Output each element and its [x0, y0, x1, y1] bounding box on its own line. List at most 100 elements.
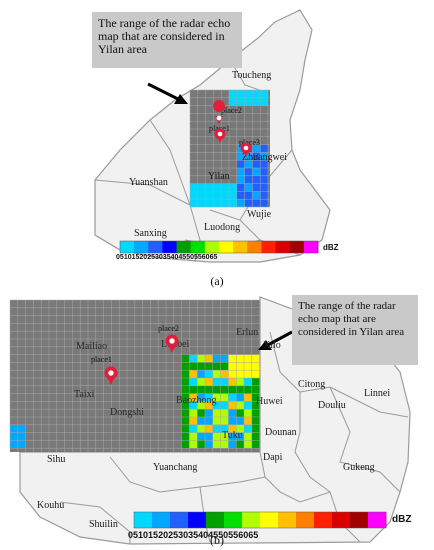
- echo-cell: [244, 401, 252, 410]
- echo-cell: [252, 199, 261, 207]
- echo-cell: [229, 183, 237, 192]
- echo-cell: [236, 385, 244, 394]
- place-label: Yilan: [208, 171, 230, 182]
- echo-cell: [197, 409, 205, 417]
- echo-cell: [197, 183, 206, 192]
- echo-cell: [181, 417, 190, 425]
- echo-cell: [205, 424, 213, 433]
- echo-cell: [181, 409, 190, 417]
- colorbar-unit: dBZ: [392, 514, 412, 525]
- echo-cell: [221, 183, 229, 192]
- echo-cell: [181, 393, 190, 402]
- echo-cell: [236, 417, 244, 425]
- echo-cell: [228, 417, 237, 425]
- echo-cell: [197, 417, 205, 425]
- panel-b: The range of the radar echo map that are…: [0, 292, 434, 550]
- echo-cell: [244, 440, 252, 449]
- colorbar-swatch: [275, 241, 291, 253]
- echo-cell: [189, 354, 198, 363]
- echo-cell: [205, 191, 214, 200]
- echo-cell: [213, 199, 222, 207]
- radar-grid-a: [189, 89, 270, 208]
- echo-cell: [228, 393, 237, 402]
- colorbar-swatch: [134, 241, 149, 253]
- echo-cell: [236, 362, 244, 371]
- echo-cell: [220, 393, 229, 402]
- echo-cell: [181, 370, 190, 378]
- echo-cell: [228, 401, 237, 410]
- echo-cell: [252, 90, 261, 98]
- colorbar-swatch: [368, 512, 387, 528]
- echo-cell: [17, 424, 26, 433]
- echo-cell: [212, 378, 221, 386]
- colorbar-swatches: [119, 240, 319, 254]
- echo-cell: [205, 409, 213, 417]
- echo-cell: [181, 432, 190, 441]
- echo-cell: [212, 401, 221, 410]
- echo-cell: [244, 97, 253, 106]
- echo-cell: [251, 409, 260, 417]
- echo-cell: [189, 362, 198, 371]
- echo-cell: [197, 378, 205, 386]
- echo-cell: [205, 183, 214, 192]
- echo-cell: [251, 354, 260, 363]
- echo-cell: [260, 152, 268, 161]
- echo-cell: [260, 191, 268, 200]
- echo-cell: [244, 378, 252, 386]
- echo-cell: [205, 199, 214, 207]
- place-label: Yuanchang: [153, 462, 198, 473]
- echo-cell: [236, 440, 244, 449]
- echo-cell: [17, 432, 26, 441]
- echo-cell: [205, 417, 213, 425]
- echo-cell: [229, 191, 237, 200]
- echo-cell: [190, 199, 198, 207]
- colorbar-swatch: [148, 241, 163, 253]
- place-label: Mailiao: [76, 341, 108, 352]
- place-label: Sanxing: [134, 228, 167, 239]
- echo-cell: [197, 362, 205, 371]
- echo-cell: [197, 191, 206, 200]
- echo-cell: [197, 440, 205, 449]
- marker-label: place2: [221, 106, 242, 115]
- map-a: [94, 9, 331, 263]
- echo-cell: [228, 354, 237, 363]
- echo-cell: [244, 191, 253, 200]
- place-label: Luodong: [204, 222, 241, 233]
- echo-cell: [236, 160, 245, 168]
- echo-cell: [197, 354, 205, 363]
- echo-cell: [189, 417, 198, 425]
- echo-cell: [252, 144, 261, 153]
- echo-cell: [252, 160, 261, 168]
- echo-cell: [205, 362, 213, 371]
- echo-cell: [236, 354, 244, 363]
- echo-cell: [205, 401, 213, 410]
- echo-cell: [251, 440, 260, 449]
- colorbar-swatch: [176, 241, 192, 253]
- colorbar-swatch: [152, 512, 171, 528]
- echo-cell: [244, 432, 252, 441]
- colorbar-swatch: [134, 512, 153, 528]
- echo-cell: [252, 168, 261, 176]
- colorbar-swatch: [278, 512, 297, 528]
- echo-cell: [251, 385, 260, 394]
- place-label: Xilo: [263, 340, 281, 351]
- place-label: Huwei: [256, 396, 283, 407]
- echo-cell: [10, 432, 18, 441]
- echo-cell: [260, 144, 268, 153]
- echo-cell: [220, 385, 229, 394]
- echo-cell: [197, 199, 206, 207]
- echo-cell: [189, 385, 198, 394]
- echo-cell: [244, 385, 252, 394]
- echo-cell: [10, 440, 18, 449]
- echo-cell: [228, 424, 237, 433]
- district-border: [329, 386, 401, 493]
- colorbar-swatch: [188, 512, 207, 528]
- echo-cell: [205, 385, 213, 394]
- echo-cell: [228, 378, 237, 386]
- colorbar-a: [119, 240, 319, 254]
- colorbar-swatch: [224, 512, 243, 528]
- colorbar-b: [133, 511, 387, 529]
- echo-cell: [189, 409, 198, 417]
- echo-cell: [236, 97, 245, 106]
- echo-cell: [244, 409, 252, 417]
